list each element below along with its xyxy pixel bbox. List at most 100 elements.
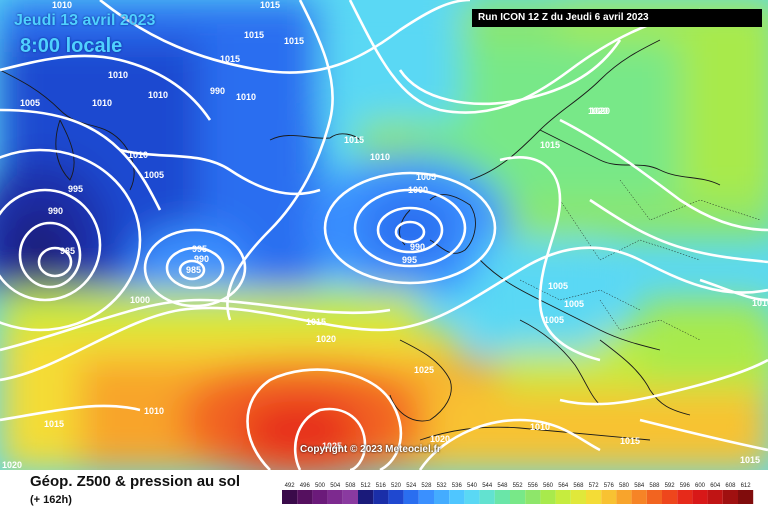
isobar-label: 1015 <box>44 419 64 429</box>
legend-tick-label: 544 <box>482 483 493 489</box>
isobar-label: 1010 <box>148 90 168 100</box>
legend-tick-label: 552 <box>513 483 524 489</box>
forecast-date: Jeudi 13 avril 2023 <box>14 12 156 29</box>
isobar-label: 1015 <box>540 140 560 150</box>
legend-swatch <box>449 490 465 504</box>
isobar-label: 1025 <box>322 441 342 451</box>
legend-swatch <box>540 490 556 504</box>
isobar-labels: 1015 1010 1015 1015 1015 1010 1010 1005 1010 990 1… <box>2 0 768 470</box>
legend-swatch <box>646 490 662 504</box>
isobar-label: 990 <box>210 86 225 96</box>
legend-tick-label: 536 <box>452 483 463 489</box>
legend-swatch <box>616 490 632 504</box>
legend-swatch <box>327 490 343 504</box>
legend-swatch <box>373 490 389 504</box>
isobar-label: 1025 <box>414 365 434 375</box>
map-title: Géop. Z500 & pression au sol <box>30 473 241 490</box>
legend-tick-label: 564 <box>558 483 569 489</box>
isobar-label: 1000 <box>408 185 428 195</box>
legend-swatch <box>388 490 404 504</box>
legend-tick-label: 580 <box>619 483 630 489</box>
legend-swatch <box>555 490 571 504</box>
isobar-label: 985 <box>186 265 201 275</box>
isobar-label: 995 <box>68 184 83 194</box>
legend-tick-label: 604 <box>710 483 721 489</box>
legend-tick-label: 508 <box>345 483 356 489</box>
legend-swatch <box>479 490 495 504</box>
legend-swatch <box>494 490 510 504</box>
legend-swatch <box>570 490 586 504</box>
legend-swatch <box>358 490 374 504</box>
legend-swatch <box>631 490 647 504</box>
legend-tick-label: 492 <box>285 483 296 489</box>
isobar-label: 995 <box>192 244 207 254</box>
legend-swatch <box>312 490 328 504</box>
legend-swatch <box>738 490 754 504</box>
isobar-label: 1000 <box>130 295 150 305</box>
isobar-label: 1020 <box>430 434 450 444</box>
isobar-label: 1015 <box>344 135 364 145</box>
legend-swatch <box>722 490 738 504</box>
isobar-label: 1005 <box>20 98 40 108</box>
legend-swatch <box>282 490 298 504</box>
isobar-label: 1005 <box>548 281 568 291</box>
legend-swatch <box>297 490 313 504</box>
legend-tick-label: 600 <box>695 483 706 489</box>
legend-tick-label: 576 <box>604 483 615 489</box>
legend-tick-label: 556 <box>528 483 539 489</box>
isobar-label: 1005 <box>416 172 436 182</box>
legend-tick-label: 592 <box>665 483 676 489</box>
legend-tick-label: 612 <box>741 483 752 489</box>
isobar-label: 990 <box>410 242 425 252</box>
isobar-label: 1010 <box>236 92 256 102</box>
copyright-text: Copyright © 2023 Meteociel.fr <box>300 444 441 455</box>
legend-swatch <box>662 490 678 504</box>
legend-swatch <box>342 490 358 504</box>
legend-swatch <box>677 490 693 504</box>
legend-swatch <box>464 490 480 504</box>
isobar-label: 1015 <box>284 36 304 46</box>
isobar-label: 1015 <box>220 54 240 64</box>
legend-tick-label: 520 <box>391 483 402 489</box>
forecast-time: 8:00 locale <box>20 35 123 57</box>
isobar-label: 1020 <box>588 106 608 116</box>
legend-swatch <box>707 490 723 504</box>
isobar-label: 1005 <box>564 299 584 309</box>
isobar-label: 985 <box>60 246 75 256</box>
isobar-label: 1015 <box>244 30 264 40</box>
legend-swatch <box>586 490 602 504</box>
legend-swatch <box>418 490 434 504</box>
isobar-label: 990 <box>194 254 209 264</box>
forecast-lead: (+ 162h) <box>30 494 72 506</box>
legend-swatch <box>510 490 526 504</box>
isobar-label: 1020 <box>590 106 610 116</box>
isobar-label: 1010 <box>128 150 148 160</box>
legend-tick-label: 608 <box>725 483 736 489</box>
isobar-label: 1015 <box>620 436 640 446</box>
isobar-label: 1010 <box>370 152 390 162</box>
isobar-label: 1015 <box>740 455 760 465</box>
legend-tick-label: 512 <box>361 483 372 489</box>
legend-tick-label: 524 <box>406 483 417 489</box>
isobar-label: 1020 <box>2 460 22 470</box>
legend-tick-label: 528 <box>421 483 432 489</box>
legend-swatch <box>403 490 419 504</box>
isobar-label: 995 <box>402 255 417 265</box>
legend-swatch <box>525 490 541 504</box>
legend-tick-label: 500 <box>315 483 326 489</box>
legend-swatch <box>434 490 450 504</box>
legend-tick-label: 540 <box>467 483 478 489</box>
legend-swatch <box>601 490 617 504</box>
legend-tick-label: 548 <box>497 483 508 489</box>
isobars <box>0 0 768 470</box>
legend-tick-label: 584 <box>634 483 645 489</box>
isobar-label: 1010 <box>52 0 72 10</box>
legend-tick-label: 532 <box>437 483 448 489</box>
legend-tick-label: 596 <box>680 483 691 489</box>
isobar-label: 1010 <box>530 422 550 432</box>
pressure-map: 1015 1010 1015 1015 1015 1010 1010 1005 1010 990 1… <box>0 0 768 470</box>
legend-tick-label: 496 <box>300 483 311 489</box>
color-scale-legend: 492 496 500 504 508 512 516 520 524 528 532 536 540 5… <box>282 483 754 504</box>
legend-swatch <box>692 490 708 504</box>
